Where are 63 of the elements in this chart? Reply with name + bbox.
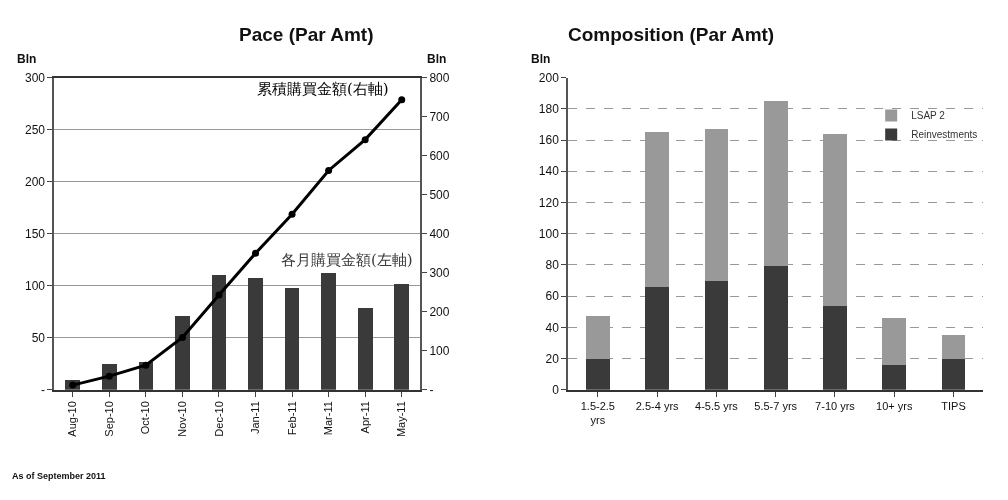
x-tick-label: Nov-10: [175, 401, 188, 437]
x-tick-label: Feb-11: [285, 401, 298, 436]
x-tick-label: Aug-10: [66, 401, 79, 437]
point: [288, 210, 296, 218]
y2-tick-label: -: [429, 383, 434, 397]
x-tick-label: 4-5.5 yrs: [695, 400, 739, 412]
y2-tick-label: 300: [429, 265, 450, 280]
x-tick-label: Dec-10: [212, 401, 225, 437]
x-tick-label: 1.5-2.5 yrs: [580, 400, 615, 427]
y-axis-title: Bln: [17, 52, 37, 66]
y-tick-label: 300: [25, 70, 46, 85]
y-tick-label: 250: [25, 122, 46, 137]
x-tick-label: 10+ yrs: [876, 400, 913, 412]
y-tick-label: 140: [538, 164, 560, 179]
chart-title: Pace (Par Amt): [239, 24, 374, 45]
bar: [704, 129, 729, 281]
x-tick-label: Mar-11: [322, 401, 335, 436]
y2-tick-label: 200: [429, 304, 450, 319]
y-tick-label: 120: [538, 195, 560, 210]
x-tick-label: Apr-11: [358, 401, 371, 434]
point: [142, 361, 150, 369]
chart-title: Composition (Par Amt): [568, 24, 775, 45]
y2-tick-label: 500: [429, 187, 450, 202]
series-label: 累積購買金額(右軸): [257, 80, 389, 98]
legend-label: Reinvestments: [911, 129, 978, 141]
point: [252, 249, 260, 257]
y-tick-label: 50: [31, 330, 46, 345]
y-tick-label: 150: [25, 226, 46, 241]
x-tick-label: Oct-10: [139, 401, 152, 435]
point: [178, 334, 186, 341]
y-tick-label: 160: [538, 133, 560, 148]
y-tick-label: -: [41, 383, 46, 397]
point: [361, 136, 369, 144]
text: As of September 2011: [12, 471, 106, 481]
y2-tick-label: 700: [429, 109, 450, 124]
y-tick-label: 100: [25, 278, 46, 293]
y-tick-label: 80: [545, 258, 560, 273]
y-tick-label: 0: [552, 383, 560, 397]
x-tick-label: 5.5-7 yrs: [754, 400, 798, 412]
y2-axis-title: Bln: [427, 52, 447, 66]
x-tick-label: 2.5-4 yrs: [635, 400, 680, 412]
y-tick-label: 20: [545, 351, 560, 366]
x-tick-label: TIPS: [941, 400, 966, 412]
point: [325, 166, 333, 174]
y-tick-label: 100: [538, 226, 560, 241]
y2-tick-label: 600: [429, 148, 450, 163]
series-label: 各月購買金額(左軸): [281, 251, 413, 269]
point: [215, 291, 223, 299]
y2-tick-label: 400: [429, 226, 450, 241]
x-tick-label: Sep-10: [102, 401, 115, 437]
y2-tick-label: 800: [429, 70, 450, 85]
y-tick-label: 200: [25, 174, 46, 189]
x-tick-label: 7-10 yrs: [815, 400, 856, 412]
y-tick-label: 200: [538, 70, 560, 85]
y2-tick-label: 100: [429, 343, 450, 358]
y-tick-label: 60: [545, 289, 560, 304]
point: [398, 96, 406, 104]
x-tick-label: Jan-11: [249, 401, 262, 435]
y-tick-label: 180: [538, 102, 560, 116]
y-tick-label: 40: [545, 320, 560, 335]
x-tick-label: May-11: [395, 401, 408, 438]
legend-label: LSAP 2: [911, 110, 946, 122]
y-axis-title: Bln: [531, 52, 551, 66]
